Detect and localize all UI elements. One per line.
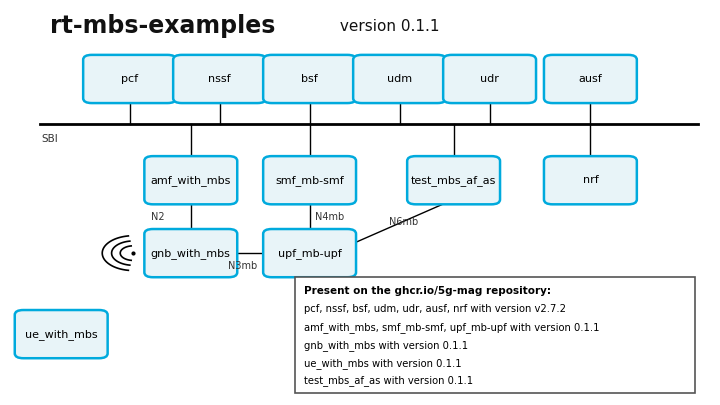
FancyBboxPatch shape [264, 156, 356, 204]
Text: rt-mbs-examples: rt-mbs-examples [50, 14, 276, 38]
Text: pcf, nssf, bsf, udm, udr, ausf, nrf with version v2.7.2: pcf, nssf, bsf, udm, udr, ausf, nrf with… [304, 304, 566, 314]
Text: test_mbs_af_as: test_mbs_af_as [411, 175, 496, 185]
Text: nrf: nrf [582, 175, 598, 185]
Text: N2: N2 [151, 212, 165, 222]
FancyBboxPatch shape [173, 55, 266, 103]
Text: ausf: ausf [579, 74, 602, 84]
FancyBboxPatch shape [354, 55, 446, 103]
Text: nssf: nssf [208, 74, 231, 84]
Text: udm: udm [387, 74, 412, 84]
Text: gnb_with_mbs: gnb_with_mbs [151, 248, 230, 258]
FancyBboxPatch shape [408, 156, 500, 204]
Text: SBI: SBI [41, 134, 58, 144]
FancyBboxPatch shape [444, 55, 536, 103]
Text: amf_with_mbs: amf_with_mbs [150, 175, 231, 185]
Text: upf_mb-upf: upf_mb-upf [278, 248, 341, 258]
Text: ue_with_mbs: ue_with_mbs [25, 329, 97, 339]
FancyBboxPatch shape [84, 55, 176, 103]
Text: amf_with_mbs, smf_mb-smf, upf_mb-upf with version 0.1.1: amf_with_mbs, smf_mb-smf, upf_mb-upf wit… [304, 322, 599, 333]
Text: test_mbs_af_as with version 0.1.1: test_mbs_af_as with version 0.1.1 [304, 375, 473, 386]
Text: ue_with_mbs with version 0.1.1: ue_with_mbs with version 0.1.1 [304, 358, 462, 369]
FancyBboxPatch shape [544, 156, 636, 204]
Text: smf_mb-smf: smf_mb-smf [275, 175, 344, 185]
Text: pcf: pcf [121, 74, 138, 84]
Text: gnb_with_mbs with version 0.1.1: gnb_with_mbs with version 0.1.1 [304, 340, 468, 351]
Text: udr: udr [480, 74, 499, 84]
Text: bsf: bsf [301, 74, 318, 84]
Text: Present on the ghcr.io/5g-mag repository:: Present on the ghcr.io/5g-mag repository… [304, 286, 551, 296]
Text: N4mb: N4mb [315, 212, 345, 222]
FancyBboxPatch shape [145, 156, 238, 204]
FancyBboxPatch shape [264, 55, 356, 103]
Text: N3mb: N3mb [228, 261, 258, 271]
Text: N6mb: N6mb [389, 217, 418, 227]
FancyBboxPatch shape [544, 55, 636, 103]
FancyBboxPatch shape [264, 229, 356, 277]
FancyBboxPatch shape [295, 277, 695, 393]
Text: version 0.1.1: version 0.1.1 [335, 19, 439, 34]
FancyBboxPatch shape [145, 229, 238, 277]
FancyBboxPatch shape [15, 310, 108, 358]
